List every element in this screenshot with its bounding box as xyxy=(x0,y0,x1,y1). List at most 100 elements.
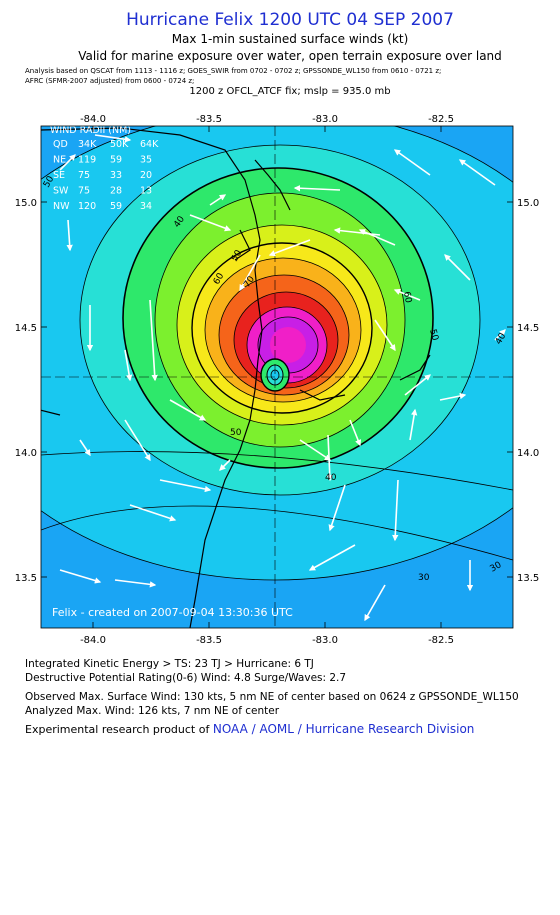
wind-arrow xyxy=(59,154,76,171)
wind-radii-cell: NE xyxy=(53,155,66,166)
wind-arrow xyxy=(393,288,421,301)
wind-arrow xyxy=(409,408,418,441)
wind-arrow xyxy=(374,319,396,352)
contour-label: 50 xyxy=(427,328,440,342)
subtitle-exposure: Valid for marine exposure over water, op… xyxy=(78,49,502,63)
wind-arrow xyxy=(59,569,102,584)
observed-max-wind: Observed Max. Surface Wind: 130 kts, 5 n… xyxy=(25,691,519,703)
wind-arrow xyxy=(494,329,506,341)
wind-arrow xyxy=(458,159,496,186)
analysis-sources-line2: AFRC (SFMR-2007 adjusted) from 0600 - 07… xyxy=(25,77,195,85)
wind-radii-cell: 119 xyxy=(78,155,96,166)
wind-radii-header-cell: 34K xyxy=(78,139,97,150)
wind-arrow xyxy=(209,194,227,206)
wind-arrow xyxy=(293,185,341,192)
wind-arrow xyxy=(393,149,431,176)
axis-labels: -84.0 -83.5 -83.0 -82.5 -84.0 -83.5 -83.… xyxy=(15,114,540,646)
wind-arrow xyxy=(358,229,396,246)
wind-arrow xyxy=(268,239,311,257)
wind-radii-header-cell: 64K xyxy=(140,139,159,150)
wind-radii-cell: 120 xyxy=(78,201,96,212)
y-tick-left: 15.0 xyxy=(15,198,37,209)
page-title: Hurricane Felix 1200 UTC 04 SEP 2007 xyxy=(126,10,454,30)
y-tick-right: 14.5 xyxy=(517,323,539,334)
wind-radii-cell: 33 xyxy=(110,170,122,181)
wind-vectors xyxy=(59,134,506,622)
wind-arrow xyxy=(439,392,467,401)
x-tick-bottom: -83.5 xyxy=(196,635,222,646)
analysis-sources-line1: Analysis based on QSCAT from 1113 - 1116… xyxy=(25,67,442,75)
y-tick-right: 14.0 xyxy=(517,448,539,459)
wind-arrow xyxy=(364,584,386,622)
wind-radii-cell: 35 xyxy=(140,155,152,166)
wind-radii-cell: 59 xyxy=(110,155,122,166)
wind-arrow xyxy=(129,504,177,522)
wind-radii-cell: NW xyxy=(53,201,70,212)
center-crosshair xyxy=(41,126,513,628)
wind-arrow xyxy=(79,439,91,457)
wind-radii-cell: 75 xyxy=(78,170,90,181)
wind-arrow xyxy=(149,299,158,382)
contour-label: 40 xyxy=(325,473,337,483)
wind-radii-cell: 59 xyxy=(110,201,122,212)
wind-arrow xyxy=(219,459,231,471)
fix-info: 1200 z OFCL_ATCF fix; mslp = 935.0 mb xyxy=(189,86,391,97)
wind-radii-cell: SE xyxy=(53,170,65,181)
x-tick-top: -82.5 xyxy=(428,114,454,125)
y-tick-left: 14.0 xyxy=(15,448,37,459)
contour-label: 30 xyxy=(418,573,430,583)
y-tick-right: 15.0 xyxy=(517,198,539,209)
wind-arrow xyxy=(444,254,471,281)
x-tick-bottom: -82.5 xyxy=(428,635,454,646)
wind-radii-table: WIND RADII (NM) QD 34K 50K 64K NE 119 59 35 SE 75 3… xyxy=(50,125,159,212)
x-tick-bottom: -83.0 xyxy=(312,635,338,646)
wind-radii-title: WIND RADII (NM) xyxy=(50,125,131,136)
storm-eye xyxy=(260,358,290,392)
wind-radii-cell: 28 xyxy=(110,186,122,197)
wind-arrow xyxy=(333,227,381,236)
wind-arrow xyxy=(124,349,133,382)
wind-arrow xyxy=(328,484,346,532)
map-watermark: Felix - created on 2007-09-04 13:30:36 U… xyxy=(52,606,293,619)
wind-arrow xyxy=(169,399,207,421)
wind-radii-header-cell: QD xyxy=(53,139,68,150)
wind-arrow xyxy=(66,219,73,252)
wind-arrow xyxy=(392,479,399,542)
x-tick-top: -84.0 xyxy=(80,114,106,125)
ike-line: Integrated Kinetic Energy > TS: 23 TJ > … xyxy=(25,658,314,670)
analyzed-max-wind: Analyzed Max. Wind: 126 kts, 7 nm NE of … xyxy=(25,705,280,717)
wind-arrow xyxy=(404,374,431,396)
wind-arrow xyxy=(239,254,261,292)
credit-prefix: Experimental research product of xyxy=(25,723,213,736)
wind-arrow xyxy=(299,439,332,461)
wind-radii-cell: 13 xyxy=(140,186,152,197)
y-tick-left: 14.5 xyxy=(15,323,37,334)
wind-arrow xyxy=(124,419,151,462)
wind-radii-cell: SW xyxy=(53,186,69,197)
wind-radii-cell: 75 xyxy=(78,186,90,197)
wind-arrow xyxy=(114,579,157,588)
x-tick-top: -83.5 xyxy=(196,114,222,125)
credit-line: Experimental research product of NOAA / … xyxy=(25,722,474,736)
subtitle-max-wind: Max 1-min sustained surface winds (kt) xyxy=(171,32,409,46)
y-tick-left: 13.5 xyxy=(15,573,37,584)
map-frame xyxy=(40,125,514,629)
wind-arrow xyxy=(349,419,362,447)
wind-arrow xyxy=(159,479,212,493)
wind-arrow xyxy=(189,214,232,232)
wind-radii-header-cell: 50K xyxy=(110,139,129,150)
credit-org-link[interactable]: NOAA / AOML / Hurricane Research Divisio… xyxy=(212,722,475,736)
band-120kt xyxy=(270,327,306,363)
wind-radii-cell: 34 xyxy=(140,201,152,212)
x-tick-bottom: -84.0 xyxy=(80,635,106,646)
wind-arrow xyxy=(94,134,132,143)
coastline xyxy=(41,127,431,628)
wind-radii-cell: 20 xyxy=(140,170,152,181)
dpr-line: Destructive Potential Rating(0-6) Wind: … xyxy=(25,672,347,684)
axis-ticks xyxy=(41,126,513,628)
wind-arrow xyxy=(308,544,356,571)
contour-label: 60 xyxy=(401,291,413,304)
y-tick-right: 13.5 xyxy=(517,573,539,584)
